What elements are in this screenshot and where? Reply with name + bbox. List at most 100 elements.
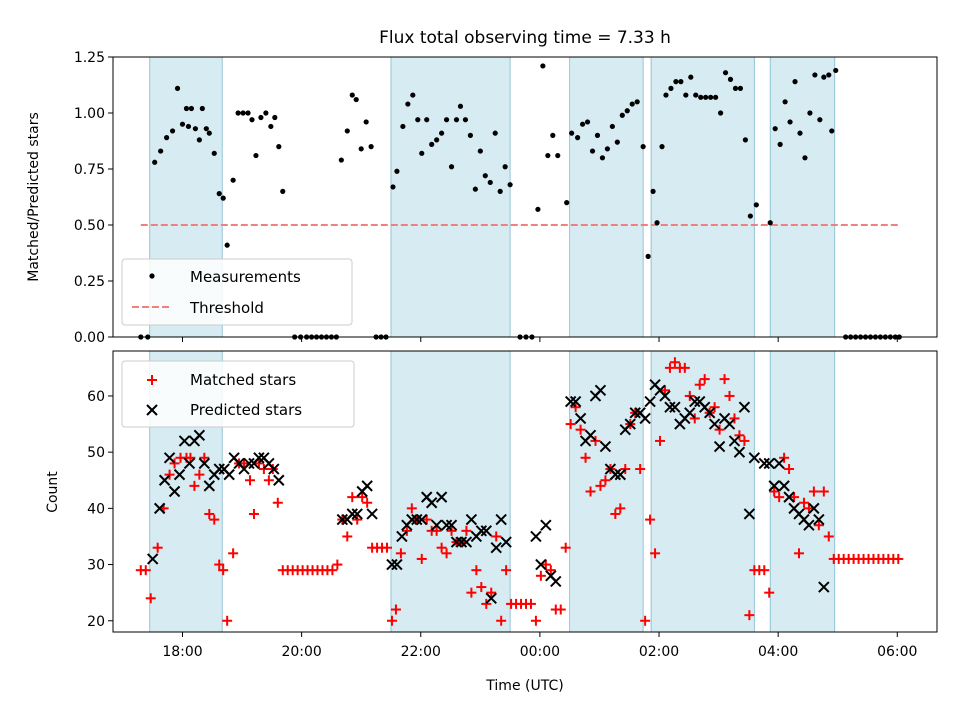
predicted-point xyxy=(574,412,587,425)
measurement-point xyxy=(280,188,286,194)
matched-point xyxy=(575,424,586,435)
predicted-point xyxy=(386,558,398,571)
matched-point xyxy=(461,525,472,536)
measurement-point xyxy=(629,101,635,107)
matched-point xyxy=(694,379,705,390)
measurement-point xyxy=(645,253,651,259)
measurement-point xyxy=(693,92,699,98)
measurement-point xyxy=(272,114,278,121)
measurement-point xyxy=(230,177,236,183)
predicted-point xyxy=(406,513,418,526)
predicted-point xyxy=(743,508,756,520)
bottom-y-axis-label: Count xyxy=(45,471,61,513)
legend-measurements-label: Measurements xyxy=(190,268,301,286)
top-window-2 xyxy=(569,56,644,338)
top-y-tick-label: 1.25 xyxy=(74,50,105,66)
measurement-point xyxy=(263,110,269,116)
measurement-point xyxy=(594,132,601,138)
predicted-point xyxy=(391,558,403,571)
matched-point xyxy=(679,362,690,373)
predicted-point xyxy=(158,474,171,486)
matched-point xyxy=(635,464,646,475)
matched-point xyxy=(406,503,417,514)
measurement-point xyxy=(472,186,478,192)
matched-point xyxy=(744,610,755,621)
matched-point xyxy=(491,531,502,542)
measurement-point xyxy=(453,117,460,123)
predicted-point xyxy=(460,536,473,548)
top-legend: Measurements Threshold xyxy=(121,258,353,326)
matched-point xyxy=(789,492,800,503)
measurement-point xyxy=(569,130,575,136)
measurement-point xyxy=(654,220,660,226)
legend-threshold-label: Threshold xyxy=(189,299,264,317)
predicted-point xyxy=(738,401,751,413)
matched-point xyxy=(486,587,497,598)
measurement-point xyxy=(169,128,176,134)
measurement-point xyxy=(703,94,709,100)
predicted-point xyxy=(803,519,815,531)
measurement-point xyxy=(424,117,430,123)
measurement-point xyxy=(276,144,282,150)
matched-point xyxy=(669,357,680,368)
matched-point xyxy=(436,542,447,553)
matched-point xyxy=(590,435,601,446)
matched-point xyxy=(327,565,338,576)
bottom-y-tick-label: 50 xyxy=(87,445,105,461)
predicted-point xyxy=(599,440,612,453)
measurement-point xyxy=(258,114,264,121)
matched-point xyxy=(724,390,735,401)
matched-point xyxy=(580,452,591,463)
predicted-point xyxy=(396,530,408,543)
measurement-point xyxy=(650,188,656,194)
predicted-point xyxy=(336,513,349,526)
measurement-point xyxy=(575,135,581,141)
measurement-point xyxy=(555,152,561,159)
matched-point xyxy=(239,458,250,469)
measurement-point xyxy=(216,191,222,197)
matched-point xyxy=(600,475,611,486)
matched-point xyxy=(496,615,507,626)
predicted-point xyxy=(361,480,373,492)
measurement-point xyxy=(722,70,729,76)
measurement-point xyxy=(688,74,694,80)
predicted-point xyxy=(153,502,166,515)
measurement-point xyxy=(224,242,230,248)
predicted-point xyxy=(465,513,478,526)
matched-point xyxy=(659,385,670,396)
measurement-point xyxy=(683,92,689,98)
measurement-point xyxy=(812,72,818,78)
matched-point xyxy=(893,553,904,564)
top-y-tick-label: 1.00 xyxy=(74,106,105,122)
matched-point xyxy=(798,497,809,508)
predicted-point xyxy=(475,525,488,537)
predicted-point xyxy=(435,491,448,503)
predicted-point xyxy=(178,435,191,447)
matched-point xyxy=(784,464,795,475)
matched-point xyxy=(779,452,790,463)
matched-point xyxy=(189,480,200,491)
matched-point xyxy=(395,548,406,559)
predicted-point xyxy=(773,457,785,470)
matched-point xyxy=(823,531,834,542)
matched-point xyxy=(194,469,205,480)
predicted-point xyxy=(183,457,196,470)
predicted-point xyxy=(594,384,607,397)
matched-point xyxy=(714,424,725,435)
predicted-point xyxy=(684,407,696,419)
measurement-point xyxy=(206,130,212,136)
matched-point xyxy=(774,492,785,503)
matched-point xyxy=(386,615,397,626)
matched-point xyxy=(164,469,175,480)
matched-point xyxy=(253,458,264,469)
measurement-point xyxy=(179,121,186,127)
measurement-point xyxy=(152,159,158,165)
matched-point xyxy=(421,514,432,525)
bottom-x-tick-label: 02:00 xyxy=(639,644,679,660)
measurement-point xyxy=(614,139,620,145)
bottom-x-tick-label: 04:00 xyxy=(758,644,798,660)
top-legend-box xyxy=(121,258,353,326)
predicted-point xyxy=(644,395,656,408)
measurement-point xyxy=(185,123,192,130)
matched-point xyxy=(530,615,541,626)
